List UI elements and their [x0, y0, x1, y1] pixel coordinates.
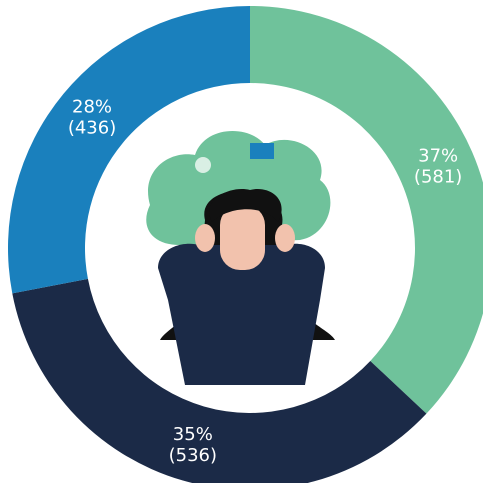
left-hand: [195, 224, 215, 252]
face: [220, 205, 265, 270]
chart: 37%(581) 35%(536) 28%(436): [0, 0, 483, 483]
illustration: [146, 131, 335, 385]
count-label: (581): [414, 167, 462, 188]
percent-label: 37%: [418, 146, 458, 167]
count-label: (436): [68, 117, 116, 138]
clock-icon: [195, 157, 211, 173]
count-label: (536): [169, 445, 217, 466]
right-hand: [275, 224, 295, 252]
page: 37%(581)35%(536)28%(436) (() => { const …: [0, 0, 483, 483]
percent-label: 35%: [173, 424, 213, 445]
percent-label: 28%: [72, 96, 112, 117]
mail-icon: [250, 143, 274, 159]
